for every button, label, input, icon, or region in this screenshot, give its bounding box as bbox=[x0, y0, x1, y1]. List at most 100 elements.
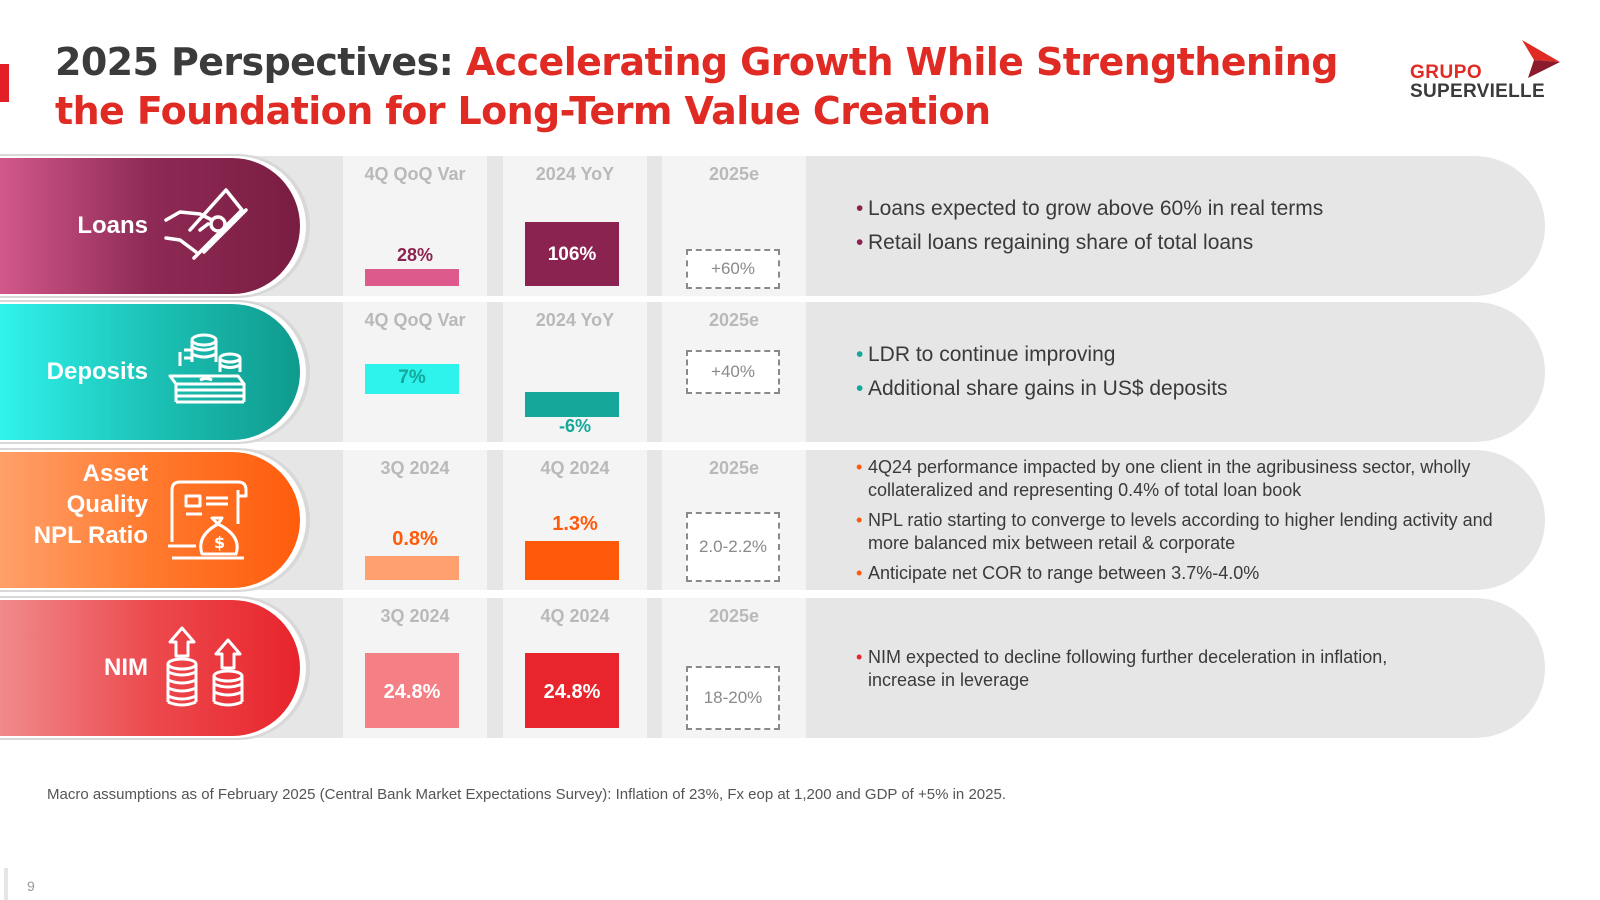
deposits-title: Deposits bbox=[46, 358, 148, 385]
list-item: • Loans expected to grow above 60% in rea… bbox=[856, 196, 1323, 222]
loans-bar-2 bbox=[525, 222, 619, 286]
asset-quality-bullets: • 4Q24 performance impacted by one client… bbox=[856, 456, 1516, 585]
list-item: • NIM expected to decline following furth… bbox=[856, 646, 1436, 692]
title-lead: 2025 Perspectives: bbox=[55, 40, 454, 84]
deposits-col-3-header: 2025e bbox=[708, 310, 760, 330]
nim-col-2-header: 4Q 2024 bbox=[540, 606, 610, 626]
asset-quality-bullet-3: Anticipate net COR to range between 3.7%… bbox=[868, 563, 1260, 583]
list-item: • 4Q24 performance impacted by one client… bbox=[856, 456, 1516, 502]
nim-col-1-header: 3Q 2024 bbox=[380, 606, 450, 626]
bullet-dot-icon: • bbox=[856, 197, 864, 220]
loans-bullets: • Loans expected to grow above 60% in rea… bbox=[856, 196, 1323, 256]
deposits-estimate-box: +40% bbox=[686, 350, 780, 394]
logo-arrow-icon bbox=[1522, 40, 1560, 78]
asset-quality-col-3: 2025e 2.0-2.2% bbox=[662, 450, 806, 590]
bullet-dot-icon: • bbox=[856, 647, 863, 667]
edge-accent-mark bbox=[0, 64, 9, 102]
page-title: 2025 Perspectives: Accelerating Growth W… bbox=[55, 38, 1345, 136]
deposits-bar-2-label: -6% bbox=[558, 416, 591, 436]
nim-bullets: • NIM expected to decline following furth… bbox=[856, 646, 1436, 692]
bullet-dot-icon: • bbox=[856, 343, 864, 366]
list-item: • Additional share gains in US$ deposits bbox=[856, 376, 1228, 402]
loans-title: Loans bbox=[77, 212, 148, 239]
asset-quality-title: Asset Quality NPL Ratio bbox=[0, 458, 148, 551]
deposits-col-1: 4Q QoQ Var 7% bbox=[343, 302, 487, 442]
bullet-dot-icon: • bbox=[856, 563, 863, 583]
nim-row: 3Q 2024 24.8% 4Q 2024 24.8% 2025e 18-20%… bbox=[0, 596, 1545, 740]
asset-quality-bullet-2: NPL ratio starting to converge to levels… bbox=[868, 510, 1493, 553]
deposits-bar-1-label: 7% bbox=[398, 367, 426, 388]
nim-bar-1 bbox=[365, 653, 459, 728]
nim-col-1: 3Q 2024 24.8% bbox=[343, 598, 487, 738]
asset-quality-bullet-1: 4Q24 performance impacted by one client … bbox=[868, 457, 1471, 500]
deposits-col-2-header: 2024 YoY bbox=[535, 310, 615, 330]
asset-quality-row: 3Q 2024 0.8% 4Q 2024 1.3% 2025e 2.0-2.2%… bbox=[0, 448, 1545, 592]
deposits-bar-2 bbox=[525, 392, 619, 417]
logo-grupo-text: GRUPO bbox=[1410, 62, 1483, 83]
nim-bar-1-label: 24.8% bbox=[383, 681, 441, 703]
asset-quality-title-line-1: Asset bbox=[82, 460, 148, 487]
asset-quality-col-2: 4Q 2024 1.3% bbox=[503, 450, 647, 590]
nim-title: NIM bbox=[104, 654, 148, 681]
macro-assumptions-footnote: Macro assumptions as of February 2025 (C… bbox=[47, 786, 1006, 803]
loans-pill: Loans bbox=[0, 158, 300, 294]
nim-bullet-1: NIM expected to decline following furthe… bbox=[868, 647, 1388, 690]
asset-quality-bar-2 bbox=[525, 541, 619, 580]
asset-quality-col-1: 3Q 2024 0.8% bbox=[343, 450, 487, 590]
loans-col-1-header: 4Q QoQ Var bbox=[364, 164, 466, 184]
page-number-bar bbox=[4, 868, 8, 900]
title-highlight: Accelerating Growth While Strengthening … bbox=[55, 40, 1338, 133]
bullet-dot-icon: • bbox=[856, 231, 864, 254]
deposits-col-3: 2025e +40% bbox=[662, 302, 806, 442]
deposits-bar-1 bbox=[365, 364, 459, 394]
document-money-bag-icon: $ bbox=[168, 480, 248, 560]
loans-col-2-header: 2024 YoY bbox=[535, 164, 615, 184]
loans-estimate-box: +60% bbox=[686, 249, 780, 289]
asset-quality-bar-1-label: 0.8% bbox=[392, 528, 438, 550]
nim-col-3: 2025e 18-20% bbox=[662, 598, 806, 738]
bullet-dot-icon: • bbox=[856, 510, 863, 530]
loans-col-3-header: 2025e bbox=[708, 164, 760, 184]
asset-quality-bar-2-label: 1.3% bbox=[552, 513, 598, 535]
nim-bar-2 bbox=[525, 653, 619, 728]
asset-quality-col-1-header: 3Q 2024 bbox=[380, 458, 450, 478]
deposits-bullets: • LDR to continue improving • Additional s… bbox=[856, 342, 1228, 402]
loans-bullet-2: Retail loans regaining share of total lo… bbox=[868, 231, 1254, 254]
deposits-bullet-1: LDR to continue improving bbox=[868, 343, 1116, 366]
bullet-dot-icon: • bbox=[856, 377, 864, 400]
asset-quality-pill: Asset Quality NPL Ratio $ bbox=[0, 452, 300, 588]
deposits-row: 4Q QoQ Var 7% 2024 YoY -6% 2025e +40% • L… bbox=[0, 300, 1545, 444]
list-item: • NPL ratio starting to converge to level… bbox=[856, 509, 1516, 555]
list-item: • LDR to continue improving bbox=[856, 342, 1228, 368]
loans-col-2: 2024 YoY 106% bbox=[503, 156, 647, 296]
deposits-col-1-header: 4Q QoQ Var bbox=[364, 310, 466, 330]
deposits-col-2: 2024 YoY -6% bbox=[503, 302, 647, 442]
loans-row: 4Q QoQ Var 28% 2024 YoY 106% 2025e +60% … bbox=[0, 154, 1545, 298]
coins-arrow-up-icon bbox=[166, 626, 244, 707]
loans-bar-1 bbox=[365, 269, 459, 286]
asset-quality-col-2-header: 4Q 2024 bbox=[540, 458, 610, 478]
nim-col-3-header: 2025e bbox=[708, 606, 760, 626]
grupo-supervielle-logo: GRUPO SUPERVIELLE bbox=[1410, 40, 1560, 102]
asset-quality-title-line-2: Quality bbox=[66, 491, 148, 518]
money-hand-icon bbox=[164, 188, 248, 260]
svg-text:$: $ bbox=[214, 533, 225, 552]
bullet-dot-icon: • bbox=[856, 457, 863, 477]
deposits-bullet-2: Additional share gains in US$ deposits bbox=[868, 377, 1228, 400]
list-item: • Anticipate net COR to range between 3.7… bbox=[856, 562, 1516, 585]
asset-quality-col-3-header: 2025e bbox=[708, 458, 760, 478]
deposits-pill: Deposits bbox=[0, 304, 300, 440]
loans-bar-1-label: 28% bbox=[396, 245, 434, 265]
asset-quality-bar-1 bbox=[365, 556, 459, 580]
logo-supervielle-text: SUPERVIELLE bbox=[1410, 81, 1545, 102]
coins-stack-icon bbox=[168, 333, 246, 404]
nim-estimate-box: 18-20% bbox=[686, 666, 780, 730]
nim-col-2: 4Q 2024 24.8% bbox=[503, 598, 647, 738]
loans-bullet-1: Loans expected to grow above 60% in real… bbox=[868, 197, 1324, 220]
list-item: • Retail loans regaining share of total l… bbox=[856, 230, 1323, 256]
loans-bar-2-label: 106% bbox=[547, 244, 597, 265]
asset-quality-estimate-box: 2.0-2.2% bbox=[686, 512, 780, 582]
asset-quality-title-line-3: NPL Ratio bbox=[33, 522, 148, 549]
nim-pill: NIM bbox=[0, 600, 300, 736]
page-number: 9 bbox=[27, 878, 35, 894]
